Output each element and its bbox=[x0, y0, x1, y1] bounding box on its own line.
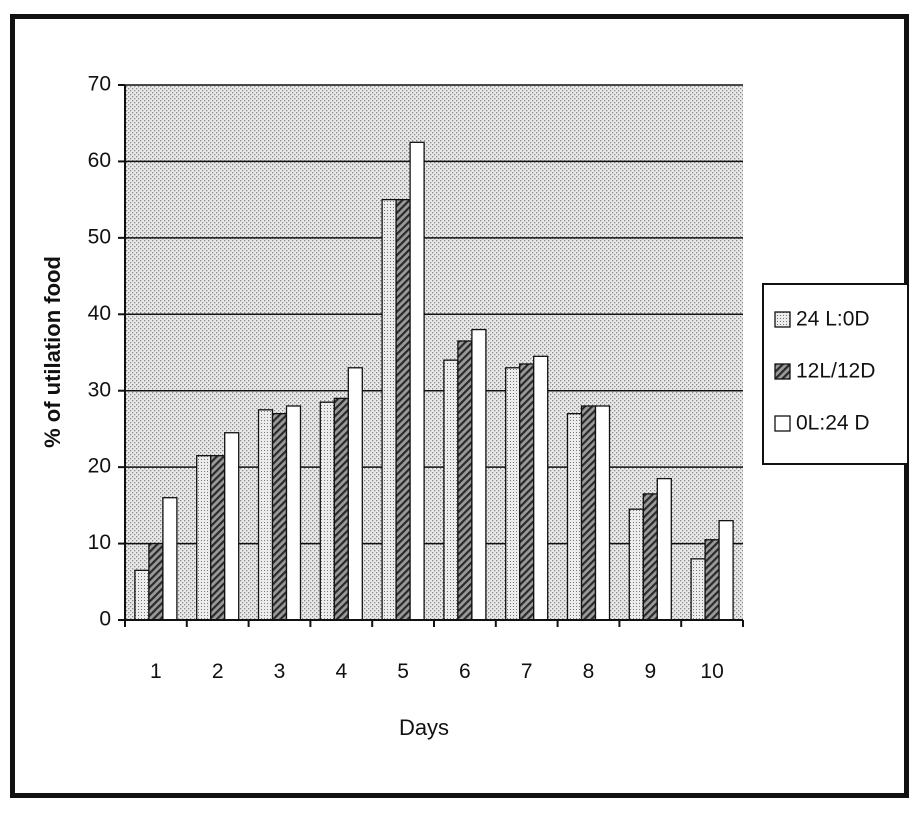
bar-series-2-day-9 bbox=[642, 493, 658, 621]
bar-series-2-day-1 bbox=[148, 542, 164, 621]
bar-series-2-day-4 bbox=[333, 397, 349, 621]
y-tick-label: 0 bbox=[99, 608, 111, 631]
legend: 24 L:0D 12L/12D 0L:24 D bbox=[762, 283, 909, 465]
bar-series-2-day-10 bbox=[704, 539, 720, 621]
y-tick-label: 30 bbox=[88, 378, 111, 401]
y-tick-label: 20 bbox=[88, 455, 111, 478]
legend-items: 24 L:0D 12L/12D 0L:24 D bbox=[774, 308, 875, 435]
legend-swatch bbox=[774, 415, 791, 432]
legend-swatch bbox=[774, 363, 791, 380]
bar-series-1-day-9 bbox=[628, 508, 644, 621]
x-tick-label: 9 bbox=[644, 660, 656, 683]
bar-series-3-day-8 bbox=[594, 405, 611, 621]
x-axis-label: Days bbox=[399, 715, 449, 740]
bar-series-1-day-6 bbox=[443, 359, 459, 621]
x-ticks: 1 2 3 4 5 6 7 8 9 10 bbox=[124, 620, 744, 683]
y-tick-label: 50 bbox=[88, 225, 111, 248]
legend-label: 12L/12D bbox=[796, 360, 875, 383]
x-tick-label: 5 bbox=[397, 660, 409, 683]
x-tick-label: 6 bbox=[459, 660, 471, 683]
x-tick-label: 4 bbox=[335, 660, 347, 683]
bar-series-2-day-6 bbox=[457, 340, 473, 621]
bar-series-1-day-1 bbox=[134, 569, 150, 621]
x-tick-label: 1 bbox=[150, 660, 162, 683]
bar-series-2-day-8 bbox=[580, 405, 597, 621]
y-tick-label: 10 bbox=[88, 531, 111, 554]
x-tick-label: 3 bbox=[274, 660, 286, 683]
bar-series-1-day-3 bbox=[257, 409, 274, 621]
y-tick-label: 70 bbox=[88, 73, 111, 96]
legend-swatch bbox=[774, 311, 791, 328]
x-tick-label: 7 bbox=[521, 660, 533, 683]
x-tick-label: 2 bbox=[212, 660, 224, 683]
bar-series-1-day-4 bbox=[319, 401, 335, 621]
bar-series-3-day-2 bbox=[224, 432, 240, 621]
x-tick-label: 10 bbox=[700, 660, 723, 683]
bar-series-2-day-3 bbox=[271, 412, 288, 621]
legend-label: 24 L:0D bbox=[796, 308, 870, 331]
legend-label: 0L:24 D bbox=[796, 412, 870, 435]
bar-series-1-day-5 bbox=[381, 198, 397, 621]
bar-series-3-day-6 bbox=[471, 328, 487, 621]
bar-series-3-day-1 bbox=[162, 497, 178, 621]
bar-series-3-day-4 bbox=[347, 367, 363, 621]
bar-series-1-day-10 bbox=[690, 558, 706, 621]
bars bbox=[134, 141, 734, 621]
bar-series-3-day-10 bbox=[718, 519, 734, 621]
y-ticks: 0 10 20 30 40 50 60 70 bbox=[88, 73, 125, 631]
bar-series-2-day-5 bbox=[395, 198, 411, 621]
bar-series-1-day-7 bbox=[505, 367, 521, 621]
bar-series-1-day-2 bbox=[196, 455, 212, 621]
bar-series-3-day-9 bbox=[656, 477, 672, 621]
bar-series-2-day-7 bbox=[519, 363, 535, 621]
y-tick-label: 60 bbox=[88, 149, 111, 172]
bar-series-3-day-5 bbox=[409, 141, 425, 621]
bar-series-3-day-3 bbox=[285, 405, 302, 621]
bar-series-2-day-2 bbox=[210, 455, 226, 621]
bar-series-3-day-7 bbox=[533, 355, 549, 621]
y-tick-label: 40 bbox=[88, 302, 111, 325]
y-axis-label: % of utilation food bbox=[40, 256, 65, 448]
x-tick-label: 8 bbox=[583, 660, 595, 683]
bar-series-1-day-8 bbox=[566, 412, 583, 621]
